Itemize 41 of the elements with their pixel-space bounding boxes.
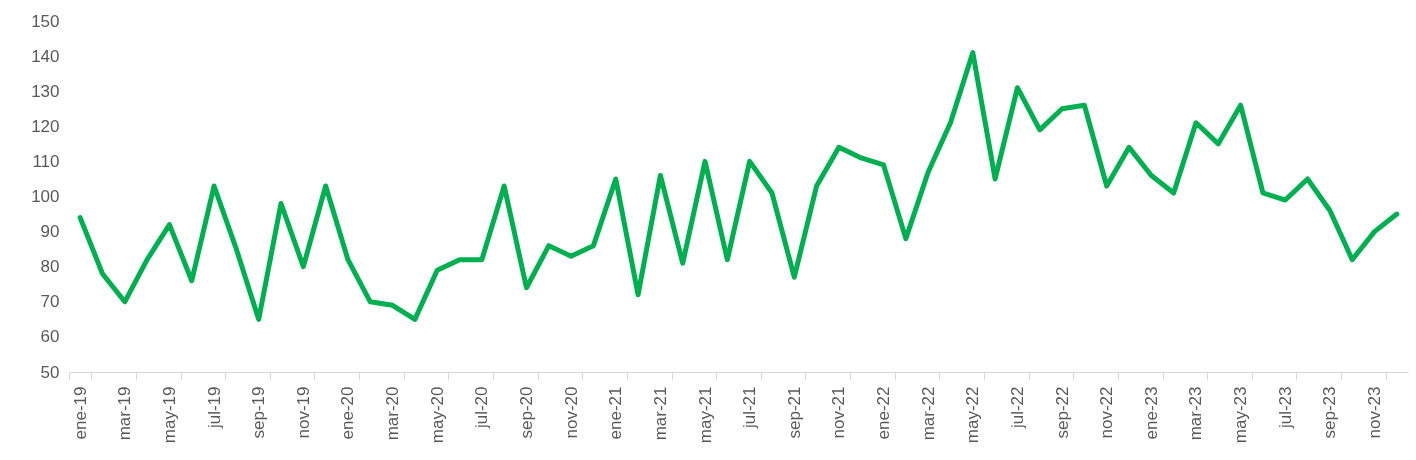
x-tick-label: ene-21 — [606, 386, 626, 440]
y-tick-label: 50 — [40, 362, 60, 382]
x-tick-label: nov-21 — [829, 386, 849, 439]
x-tick-label: ene-19 — [70, 386, 90, 440]
x-tick-label: jul-19 — [204, 386, 224, 430]
x-tick-label: jul-22 — [1007, 386, 1027, 430]
x-tick-label: mar-19 — [115, 386, 135, 441]
y-tick-label: 110 — [32, 151, 60, 171]
y-tick-label: 150 — [31, 11, 60, 31]
y-tick-label: 80 — [40, 257, 60, 277]
x-tick-label: sep-21 — [784, 386, 804, 439]
x-tick-label: jul-23 — [1275, 386, 1295, 430]
x-tick-label: jul-21 — [740, 386, 760, 430]
x-tick-label: may-23 — [1231, 386, 1251, 444]
x-tick-label: may-22 — [963, 386, 983, 444]
x-tick-label: ene-23 — [1141, 386, 1161, 440]
x-tick-label: jul-20 — [472, 386, 492, 430]
y-tick-label: 70 — [40, 292, 60, 312]
x-tick-label: nov-19 — [293, 386, 313, 439]
x-tick-label: sep-23 — [1320, 386, 1340, 439]
y-tick-label: 130 — [31, 81, 60, 101]
y-tick-label: 120 — [31, 116, 60, 136]
x-tick-label: sep-19 — [249, 386, 269, 439]
x-tick-label: ene-20 — [338, 386, 358, 440]
x-tick-label: mar-23 — [1186, 386, 1206, 441]
x-tick-label: ene-22 — [874, 386, 894, 440]
y-tick-label: 90 — [40, 222, 60, 242]
x-tick-label: nov-22 — [1097, 386, 1117, 439]
y-tick-label: 140 — [31, 46, 60, 66]
x-tick-label: may-19 — [159, 386, 179, 444]
x-tick-label: sep-22 — [1052, 386, 1072, 439]
x-tick-label: may-20 — [427, 386, 447, 444]
x-tick-label: nov-23 — [1365, 386, 1385, 439]
y-tick-label: 100 — [31, 187, 60, 206]
x-tick-label: nov-20 — [561, 386, 581, 439]
x-tick-label: sep-20 — [516, 386, 536, 439]
x-tick-label: may-21 — [695, 386, 715, 444]
x-tick-label: mar-22 — [918, 386, 938, 441]
x-tick-label: mar-20 — [383, 386, 403, 441]
x-tick-label: mar-21 — [650, 386, 670, 441]
y-tick-label: 60 — [40, 327, 60, 347]
